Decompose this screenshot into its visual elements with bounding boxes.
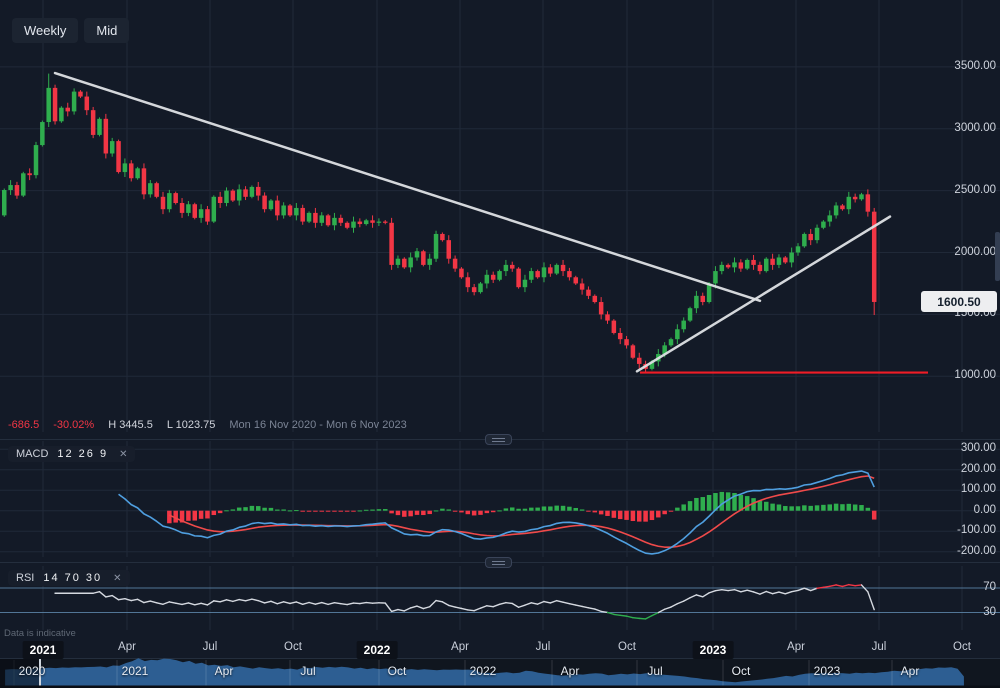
time-axis-label: 2022	[356, 641, 398, 659]
date-range: Mon 16 Nov 2020 - Mon 6 Nov 2023	[229, 419, 407, 431]
macd-axis-tick: 100.00	[960, 483, 996, 496]
time-axis-label: Jul	[871, 641, 887, 653]
minimap-time-label: Oct	[387, 664, 407, 678]
minimap-time-label: Apr	[214, 664, 234, 678]
price-axis-tick: 2000.00	[954, 245, 996, 258]
rsi-label: RSI	[16, 572, 35, 584]
change-value: -686.5	[8, 419, 40, 431]
time-axis-label: Oct	[284, 641, 302, 653]
rsi-params: 14 70 30	[43, 572, 103, 584]
minimap-time-label: Apr	[900, 664, 920, 678]
rsi-indicator-legend[interactable]: RSI 14 70 30 ✕	[8, 570, 130, 586]
rsi-axis-tick: 30	[983, 605, 996, 618]
macd-axis-tick: 0.00	[973, 503, 996, 516]
minimap-time-label: 2023	[813, 664, 841, 678]
macd-params: 12 26 9	[57, 448, 109, 460]
period-high: H 3445.5	[108, 419, 153, 431]
time-axis-label: Apr	[451, 641, 469, 653]
price-axis-tick: 3000.00	[954, 121, 996, 134]
time-axis-label: Oct	[953, 641, 971, 653]
rsi-close-icon[interactable]: ✕	[113, 572, 122, 584]
price-axis-tick: 3500.00	[954, 59, 996, 72]
minimap-time-label: Jul	[647, 664, 663, 678]
data-indicative-note: Data is indicative	[4, 628, 76, 639]
change-percent: -30.02%	[53, 419, 95, 431]
minimap-time-label: 2022	[469, 664, 497, 678]
macd-axis-tick: 200.00	[960, 462, 996, 475]
minimap-time-label: Apr	[560, 664, 580, 678]
minimap-time-label: 2020	[18, 664, 46, 678]
price-axis-tick: 1000.00	[954, 369, 996, 382]
time-axis-label: 2021	[22, 641, 64, 659]
last-price-tag: 1600.50	[921, 291, 997, 313]
time-axis-label: Apr	[118, 641, 136, 653]
macd-axis-tick: -200.00	[956, 544, 996, 557]
macd-label: MACD	[16, 448, 49, 460]
rsi-axis-tick: 70	[983, 581, 996, 593]
minimap-time-label: Jul	[300, 664, 316, 678]
pane-resize-handle-rsi[interactable]	[485, 557, 512, 568]
mid-button[interactable]: Mid	[84, 18, 130, 43]
macd-axis-tick: 300.00	[960, 442, 996, 455]
time-axis-label: Jul	[535, 641, 551, 653]
macd-axis-tick: -100.00	[956, 524, 996, 537]
time-axis-label: Jul	[202, 641, 218, 653]
chart-toolbar: Weekly Mid	[12, 18, 130, 43]
minimap-time-label: Oct	[731, 664, 751, 678]
time-axis-label: Oct	[618, 641, 636, 653]
time-axis-label: Apr	[787, 641, 805, 653]
time-axis-label: 2023	[692, 641, 734, 659]
macd-close-icon[interactable]: ✕	[119, 448, 128, 460]
status-bar: -686.5 -30.02% H 3445.5 L 1023.75 Mon 16…	[8, 419, 407, 431]
macd-indicator-legend[interactable]: MACD 12 26 9 ✕	[8, 446, 136, 462]
pane-resize-handle-macd[interactable]	[485, 434, 512, 445]
period-low: L 1023.75	[166, 419, 216, 431]
price-axis-tick: 2500.00	[954, 183, 996, 196]
minimap-time-label: 2021	[121, 664, 149, 678]
vertical-scrollbar-thumb[interactable]	[995, 232, 1000, 281]
timeframe-button[interactable]: Weekly	[12, 18, 79, 43]
